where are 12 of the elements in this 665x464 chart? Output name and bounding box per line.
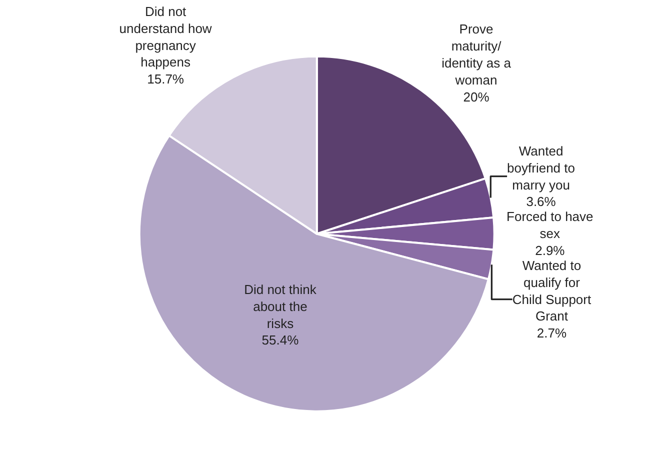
data-label: 20%: [463, 89, 490, 104]
data-label: 3.6%: [526, 194, 556, 210]
data-label: 55.4%: [262, 332, 300, 348]
slice-label: Wanted boyfriend to marry you: [507, 144, 575, 192]
data-label: 2.7%: [536, 326, 567, 341]
slice-label: Prove maturity/ identity as a woman: [442, 22, 512, 88]
data-label: 15.7%: [147, 72, 184, 87]
data-label: 2.9%: [535, 243, 566, 258]
slice-label: Forced to have sex: [506, 209, 594, 242]
slice-label: Did not think about the risks: [244, 282, 317, 331]
slice-label: Wanted to qualify for Child Support Grant: [512, 258, 592, 324]
slice-label: Did not understand how pregnancy happens: [119, 4, 212, 70]
